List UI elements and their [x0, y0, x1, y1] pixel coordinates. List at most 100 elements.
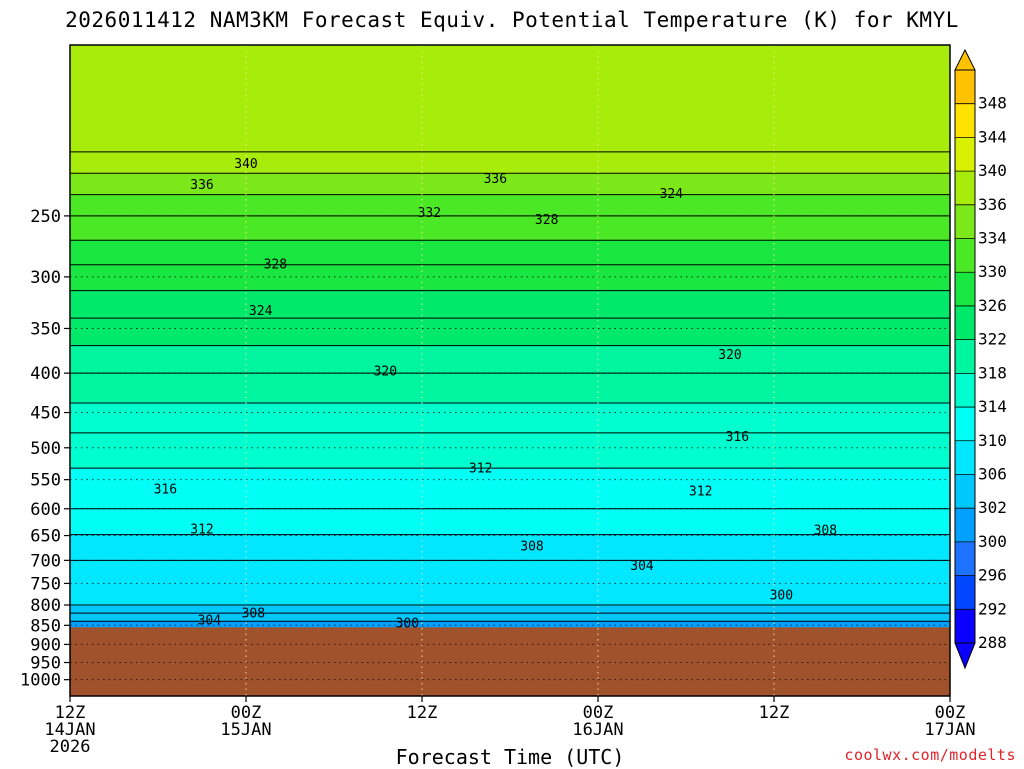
- contour-label: 308: [242, 606, 265, 621]
- colorbar-label: 318: [978, 363, 1007, 382]
- field-band: [70, 177, 950, 181]
- field-band: [70, 477, 950, 481]
- y-tick-label: 500: [30, 439, 61, 459]
- field-band: [70, 45, 950, 49]
- colorbar-box: [955, 339, 975, 374]
- field-band: [70, 162, 950, 166]
- y-tick-label: 900: [30, 635, 61, 655]
- field-band: [70, 240, 950, 244]
- field-band: [70, 234, 950, 238]
- field-band: [70, 81, 950, 85]
- field-band: [70, 132, 950, 136]
- field-band: [70, 126, 950, 130]
- field-band: [70, 312, 950, 316]
- field-band: [70, 405, 950, 409]
- field-band: [70, 540, 950, 544]
- field-band: [70, 210, 950, 214]
- field-band: [70, 510, 950, 514]
- contour-label: 316: [154, 482, 177, 497]
- field-band: [70, 69, 950, 73]
- colorbar-label: 292: [978, 599, 1007, 618]
- field-band: [70, 435, 950, 439]
- field-band: [70, 168, 950, 172]
- field-band: [70, 462, 950, 466]
- field-band: [70, 246, 950, 250]
- field-band: [70, 396, 950, 400]
- x-tick-label: 12Z: [55, 703, 86, 723]
- field-band: [70, 588, 950, 592]
- field-band: [70, 369, 950, 373]
- colorbar-label: 334: [978, 229, 1007, 248]
- colorbar-label: 344: [978, 127, 1007, 146]
- field-band: [70, 84, 950, 88]
- colorbar-label: 310: [978, 431, 1007, 450]
- colorbar-box: [955, 137, 975, 172]
- field-band: [70, 249, 950, 253]
- field-band: [70, 66, 950, 70]
- colorbar-box: [955, 373, 975, 408]
- field-band: [70, 60, 950, 64]
- y-tick-label: 950: [30, 654, 61, 674]
- field-band: [70, 330, 950, 334]
- field-band: [70, 294, 950, 298]
- field-band: [70, 501, 950, 505]
- colorbar-box: [955, 609, 975, 644]
- field-band: [70, 366, 950, 370]
- field-band: [70, 585, 950, 589]
- field-band: [70, 279, 950, 283]
- field-band: [70, 78, 950, 82]
- x-tick-label: 14JAN: [44, 720, 95, 740]
- field-band: [70, 225, 950, 229]
- colorbar-box: [955, 171, 975, 206]
- field-band: [70, 537, 950, 541]
- field-band: [70, 291, 950, 295]
- colorbar-box: [955, 103, 975, 138]
- colorbar-label: 326: [978, 296, 1007, 315]
- field-band: [70, 453, 950, 457]
- field-band: [70, 183, 950, 187]
- colorbar-label: 288: [978, 633, 1007, 652]
- field-band: [70, 522, 950, 526]
- contour-labels: 340 336 336 332 328 324 328 324 320 320 316 312 316 3…: [154, 157, 837, 631]
- field-band: [70, 255, 950, 259]
- colorbar-label: 330: [978, 262, 1007, 281]
- field-band: [70, 426, 950, 430]
- colorbar-label: 322: [978, 330, 1007, 349]
- field-band: [70, 447, 950, 451]
- field-band: [70, 609, 950, 613]
- field-band: [70, 228, 950, 232]
- field-band: [70, 486, 950, 490]
- x-tick-label: 12Z: [407, 703, 438, 723]
- field-band: [70, 495, 950, 499]
- field-band: [70, 579, 950, 583]
- field-band: [70, 357, 950, 361]
- x-tick-label: 00Z: [935, 703, 966, 723]
- colorbar-box: [955, 508, 975, 543]
- field-band: [70, 282, 950, 286]
- colorbar-label: 340: [978, 161, 1007, 180]
- x-tick-label: 2026: [50, 737, 91, 757]
- field-band: [70, 519, 950, 523]
- field-band: [70, 243, 950, 247]
- field-band: [70, 375, 950, 379]
- field-band: [70, 351, 950, 355]
- field-band: [70, 468, 950, 472]
- field-band: [70, 138, 950, 142]
- field-band: [70, 474, 950, 478]
- x-tick-label: 17JAN: [924, 720, 975, 740]
- field-band: [70, 615, 950, 619]
- contour-label: 320: [374, 364, 397, 379]
- field-band: [70, 303, 950, 307]
- field-band: [70, 498, 950, 502]
- field-band: [70, 267, 950, 271]
- field-band: [70, 192, 950, 196]
- field-band: [70, 525, 950, 529]
- contour-label: 320: [718, 348, 741, 363]
- field-band: [70, 273, 950, 277]
- field-band: [70, 102, 950, 106]
- field-band: [70, 363, 950, 367]
- field-band: [70, 561, 950, 565]
- field-band: [70, 402, 950, 406]
